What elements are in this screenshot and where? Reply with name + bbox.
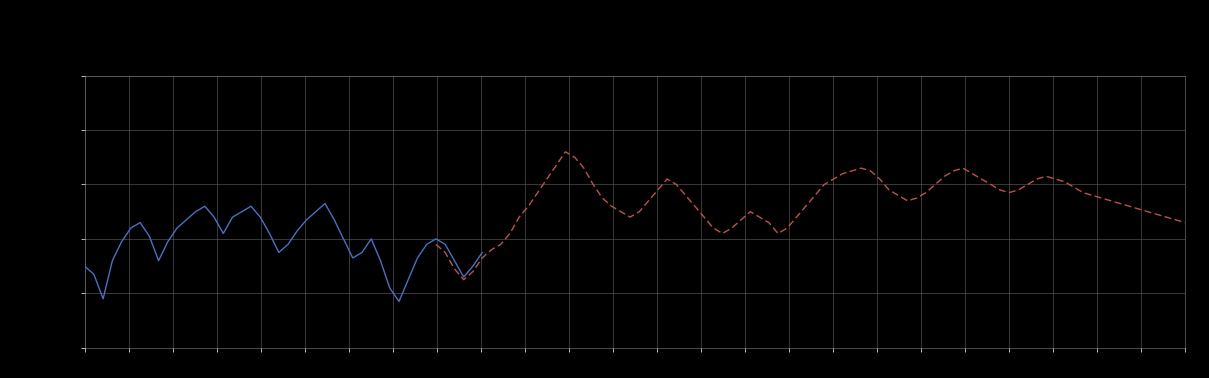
Legend: , : , xyxy=(1147,0,1180,3)
